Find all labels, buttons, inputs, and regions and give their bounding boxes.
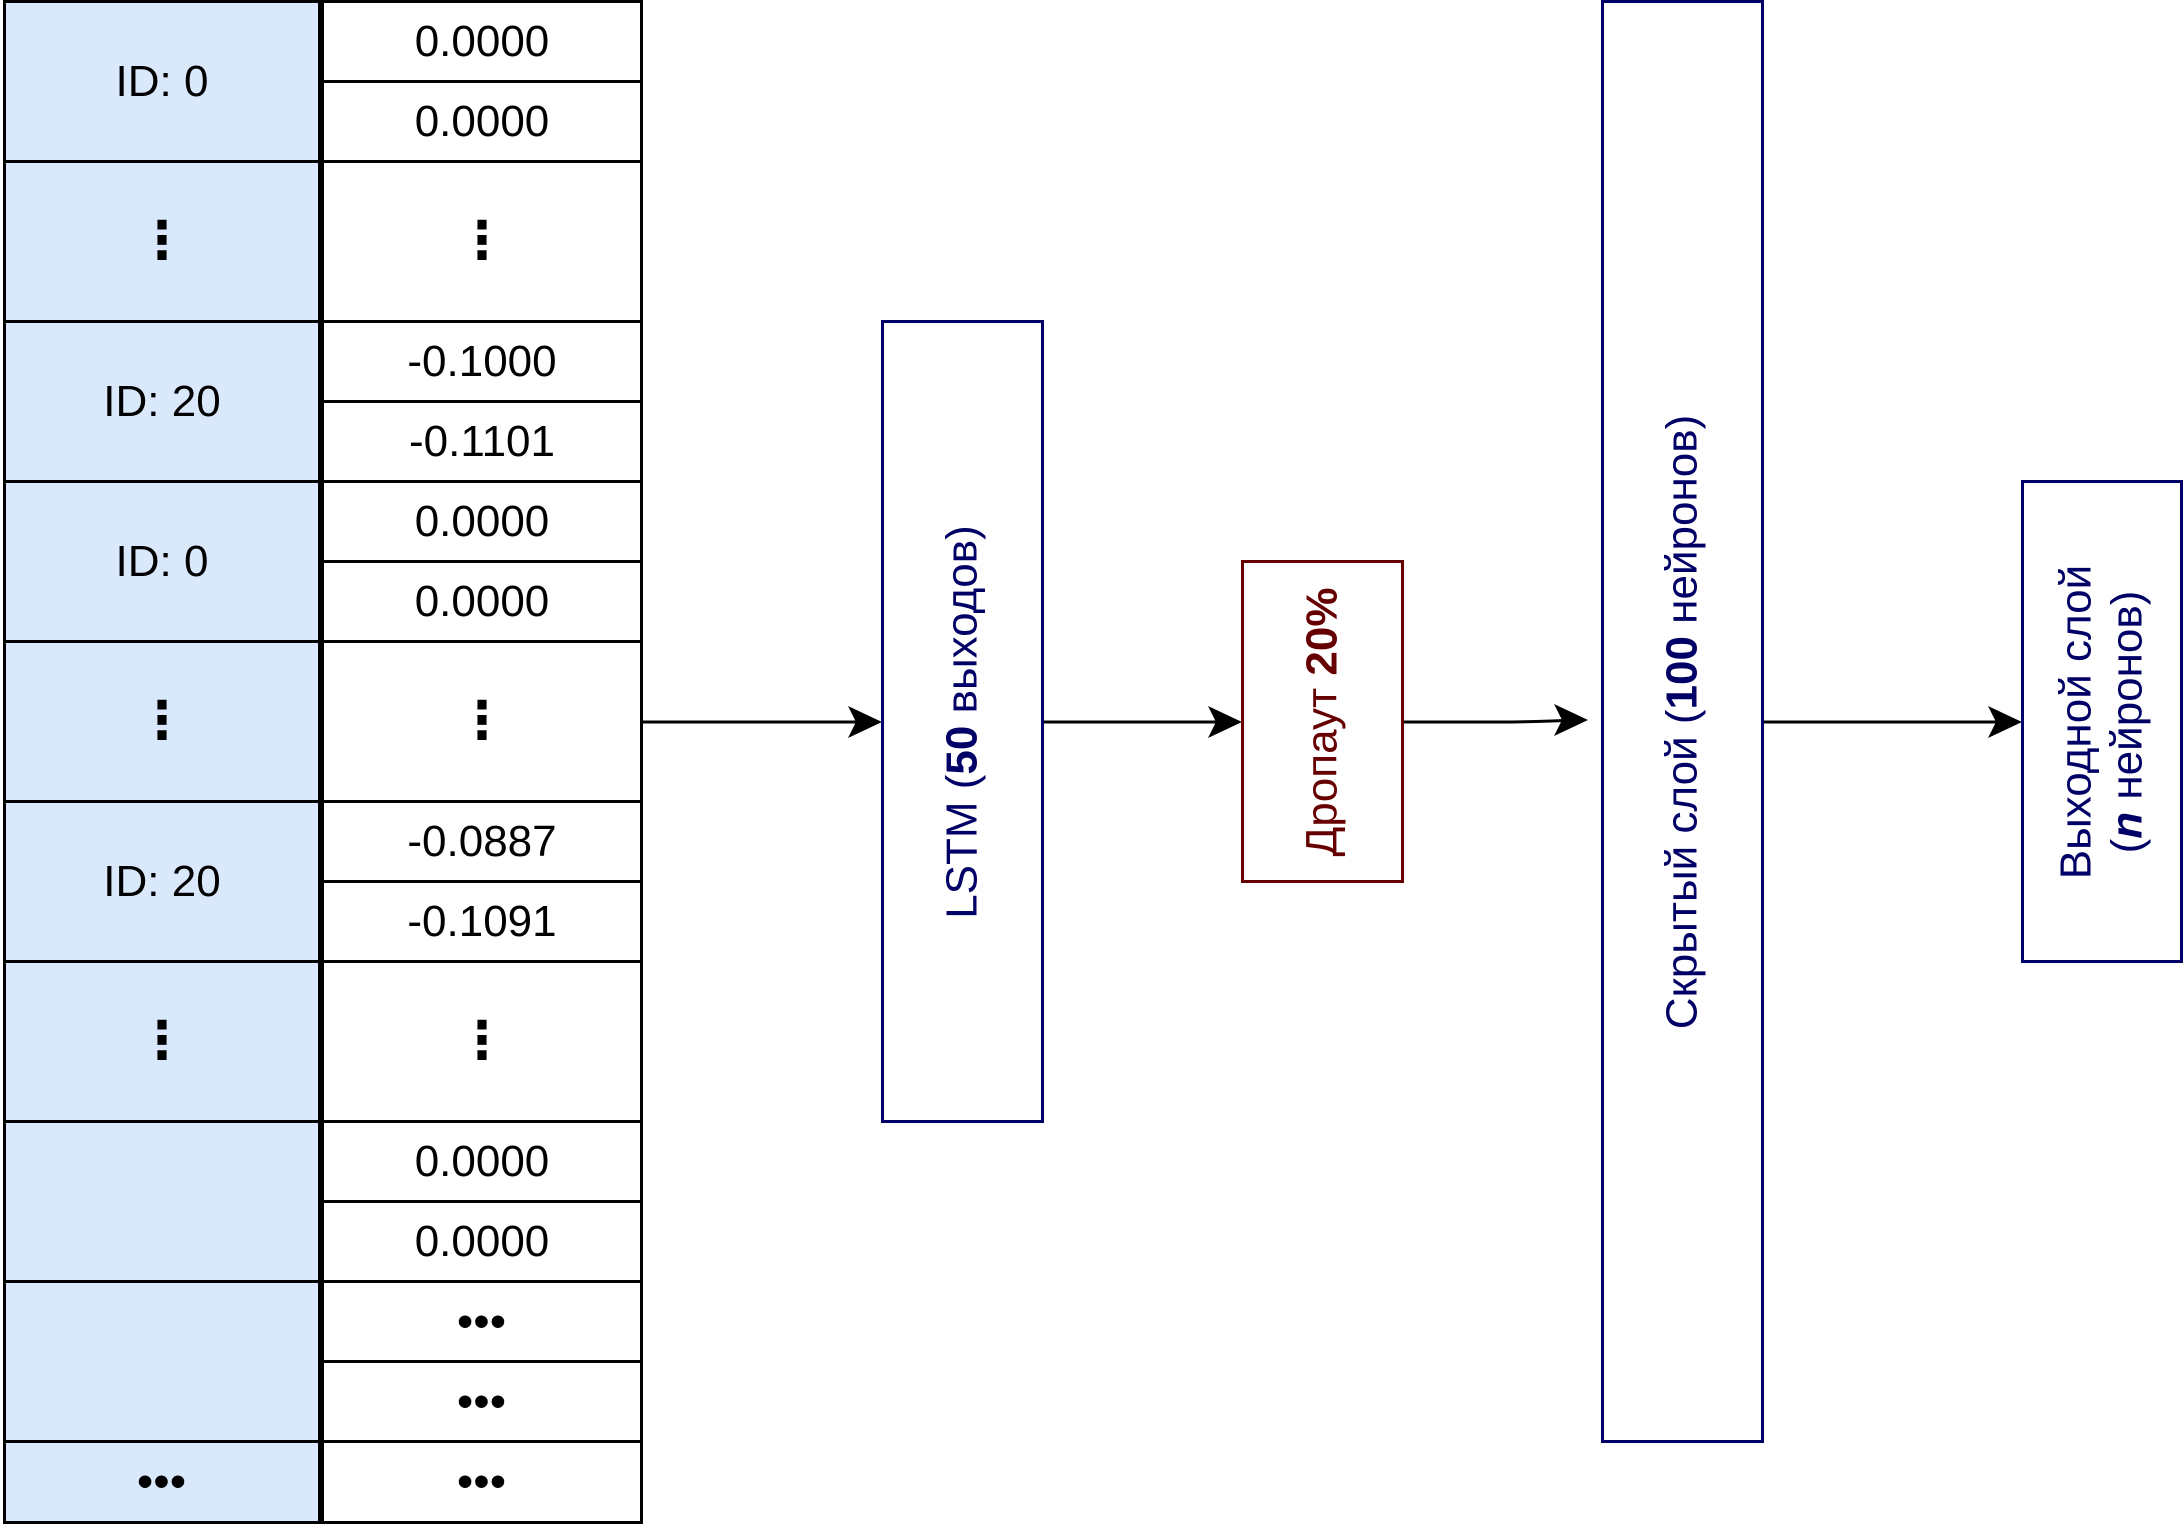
value-label: 0.0000 — [414, 1216, 550, 1266]
id-cell: ID: 20 — [3, 800, 321, 963]
hidden-layer-label: Скрытый слой (100 нейронов) — [1657, 414, 1708, 1029]
ellipsis-cell: ⋮ — [321, 960, 643, 1123]
ellipsis-cell: ⋮ — [3, 960, 321, 1123]
horizontal-ellipsis-icon: ••• — [457, 1376, 507, 1426]
value-label: 0.0000 — [414, 1136, 550, 1186]
hidden-label-suffix: нейронов) — [1657, 414, 1707, 636]
ellipsis-cell: ••• — [321, 1280, 643, 1363]
value-label: 0.0000 — [414, 496, 550, 546]
value-cell: 0.0000 — [321, 1200, 643, 1283]
id-label: ID: 20 — [103, 856, 221, 906]
hidden-layer-box: Скрытый слой (100 нейронов) — [1601, 0, 1764, 1443]
ellipsis-cell: ⋮ — [3, 640, 321, 803]
hidden-label-prefix: Скрытый слой ( — [1657, 708, 1707, 1029]
id-cell: ID: 0 — [3, 0, 321, 163]
value-label: -0.0887 — [407, 816, 557, 866]
ellipsis-cell: ••• — [321, 1440, 643, 1524]
id-label: ID: 0 — [115, 536, 209, 586]
value-cell: 0.0000 — [321, 1120, 643, 1203]
value-label: -0.1091 — [407, 896, 557, 946]
horizontal-ellipsis-icon: ••• — [137, 1457, 187, 1506]
value-label: -0.1101 — [409, 416, 555, 466]
output-label-suffix: нейронов) — [2102, 590, 2151, 812]
ellipsis-cell: ⋮ — [321, 160, 643, 323]
value-cell: 0.0000 — [321, 480, 643, 563]
output-label-count: n — [2102, 811, 2151, 839]
id-cell — [3, 1120, 321, 1283]
dropout-label-prefix: Дропаут — [1297, 675, 1347, 856]
id-cell: ID: 0 — [3, 480, 321, 643]
value-cell: -0.1000 — [321, 320, 643, 403]
value-cell: 0.0000 — [321, 80, 643, 163]
hidden-label-count: 100 — [1657, 635, 1707, 709]
output-label-line2: (n нейронов) — [2102, 564, 2153, 878]
id-cell — [3, 1280, 321, 1443]
horizontal-ellipsis-icon: ••• — [457, 1296, 507, 1346]
output-label-prefix: ( — [2102, 838, 2151, 853]
id-cell: ID: 20 — [3, 320, 321, 483]
dropout-layer-label: Дропаут 20% — [1297, 587, 1348, 856]
dropout-label-rate: 20% — [1297, 587, 1347, 676]
horizontal-ellipsis-icon: ••• — [457, 1457, 507, 1506]
output-layer-label: Выходной слой (n нейронов) — [2051, 564, 2152, 878]
output-label-line1: Выходной слой — [2051, 564, 2101, 879]
dropout-layer-box: Дропаут 20% — [1241, 560, 1404, 883]
lstm-label-count: 50 — [937, 725, 987, 775]
arrow-dropout-to-hidden — [1403, 704, 1588, 736]
lstm-layer-label: LSTM (50 выходов) — [937, 525, 988, 919]
value-label: -0.1000 — [407, 336, 557, 386]
arrow-hidden-to-output — [1763, 706, 2022, 738]
id-label: ID: 0 — [115, 56, 209, 106]
value-label: 0.0000 — [414, 576, 550, 626]
ellipsis-cell: ••• — [321, 1360, 643, 1443]
value-cell: -0.0887 — [321, 800, 643, 883]
value-cell: -0.1091 — [321, 880, 643, 963]
lstm-layer-box: LSTM (50 выходов) — [881, 320, 1044, 1123]
value-label: 0.0000 — [414, 96, 550, 146]
value-cell: -0.1101 — [321, 400, 643, 483]
value-label: 0.0000 — [414, 16, 550, 66]
arrow-lstm-to-dropout — [1043, 706, 1242, 738]
ellipsis-cell: ⋮ — [3, 160, 321, 323]
output-layer-box: Выходной слой (n нейронов) — [2021, 480, 2183, 963]
ellipsis-cell: ••• — [3, 1440, 321, 1524]
lstm-label-suffix: выходов) — [937, 524, 987, 726]
arrow-table-to-lstm — [643, 706, 882, 738]
id-label: ID: 20 — [103, 376, 221, 426]
lstm-label-prefix: LSTM ( — [937, 774, 987, 919]
